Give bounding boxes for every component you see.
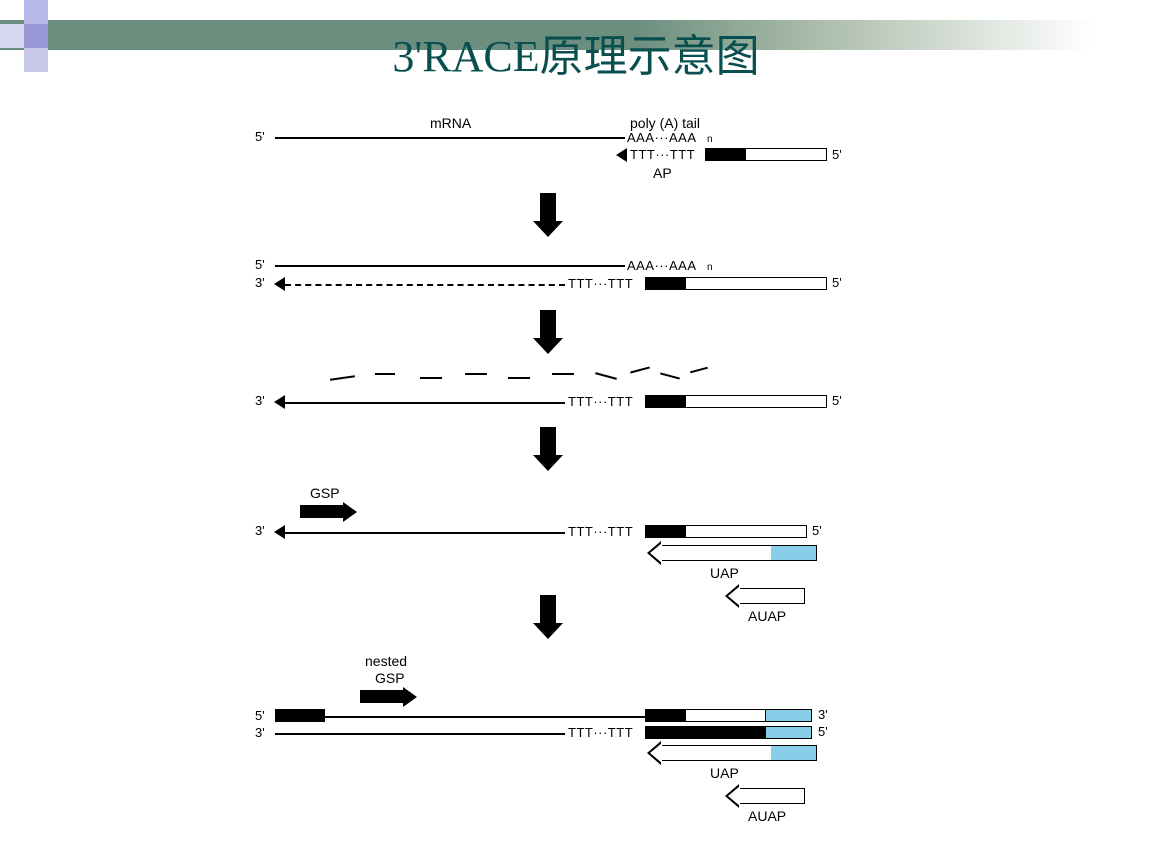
- three-prime-4: 3': [255, 523, 265, 538]
- five-prime-cdna3: 5': [832, 393, 842, 408]
- three-prime-5a: 3': [818, 707, 828, 722]
- cdna3-adapter-filled: [645, 395, 685, 408]
- ttt-2: TTT···TTT: [568, 276, 633, 291]
- uap-blue-2: [771, 745, 817, 761]
- cdna-arrowhead: [274, 277, 285, 291]
- five-prime-5b: 5': [818, 724, 828, 739]
- mrna-label: mRNA: [430, 115, 471, 131]
- auap-arrow: [738, 588, 805, 604]
- three-prime-5b: 3': [255, 725, 265, 740]
- cdna-strand-3: [285, 402, 565, 404]
- step-arrow-4: [540, 595, 556, 625]
- step-arrow-2: [540, 310, 556, 340]
- uap-label-2: UAP: [710, 765, 739, 781]
- five-prime-2: 5': [255, 257, 265, 272]
- auap-arrow-2: [738, 788, 805, 804]
- five-prime-5a: 5': [255, 708, 265, 723]
- cdna-strand-4: [285, 532, 565, 534]
- aaa-1: AAA···AAA: [627, 130, 697, 145]
- cdna4-adapter-open: [685, 525, 807, 538]
- ap-adapter-filled: [705, 148, 745, 161]
- bot5-adapter-filled: [645, 726, 685, 739]
- cdna-strand: [285, 284, 565, 286]
- top5-adapter-blue: [765, 709, 812, 722]
- ap-label: AP: [653, 165, 672, 181]
- top5-adapter-filled: [645, 709, 685, 722]
- uap-blue: [771, 545, 817, 561]
- aaa-2: AAA···AAA: [627, 258, 697, 273]
- auap-label-2: AUAP: [748, 808, 786, 824]
- ttt-1: TTT···TTT: [630, 147, 695, 162]
- bot5-adapter-blue: [765, 726, 812, 739]
- auap-label: AUAP: [748, 608, 786, 624]
- page-title: 3'RACE原理示意图: [0, 20, 1152, 84]
- three-prime-3: 3': [255, 393, 265, 408]
- top-strand-5: [325, 716, 645, 718]
- step-arrow-3: [540, 427, 556, 457]
- gsp-arrow: [300, 505, 345, 518]
- mrna-strand: [275, 137, 625, 139]
- ttt-4: TTT···TTT: [568, 524, 633, 539]
- cdna-adapter-open: [685, 277, 827, 290]
- nested-gsp-label: GSP: [375, 670, 405, 686]
- top5-adapter-open: [685, 709, 767, 722]
- step-arrow-1: [540, 193, 556, 223]
- nested-gsp-arrow: [360, 690, 405, 703]
- bot-strand-5: [275, 733, 565, 735]
- nested-label: nested: [365, 653, 407, 669]
- ttt-5: TTT···TTT: [568, 725, 633, 740]
- uap-arrow-2: [660, 745, 772, 761]
- five-prime-ap: 5': [832, 147, 842, 162]
- five-prime-1: 5': [255, 129, 265, 144]
- cdna4-adapter-filled: [645, 525, 685, 538]
- uap-arrow: [660, 545, 772, 561]
- ap-adapter-open: [745, 148, 827, 161]
- ttt-3: TTT···TTT: [568, 394, 633, 409]
- top-strand-box: [275, 709, 325, 722]
- ap-arrowhead: [616, 148, 627, 162]
- cdna3-arrowhead: [274, 395, 285, 409]
- bot5-adapter-filled2: [685, 726, 765, 739]
- five-prime-cdna4: 5': [812, 523, 822, 538]
- race-diagram: mRNA poly (A) tail 5' AAA···AAA n TTT···…: [260, 115, 890, 835]
- cdna3-adapter-open: [685, 395, 827, 408]
- cdna4-arrowhead: [274, 525, 285, 539]
- polya-label: poly (A) tail: [630, 115, 700, 131]
- mrna-strand-2: [275, 265, 625, 267]
- cdna-adapter-filled: [645, 277, 685, 290]
- three-prime-2: 3': [255, 275, 265, 290]
- five-prime-cdna: 5': [832, 275, 842, 290]
- uap-label: UAP: [710, 565, 739, 581]
- gsp-label: GSP: [310, 485, 340, 501]
